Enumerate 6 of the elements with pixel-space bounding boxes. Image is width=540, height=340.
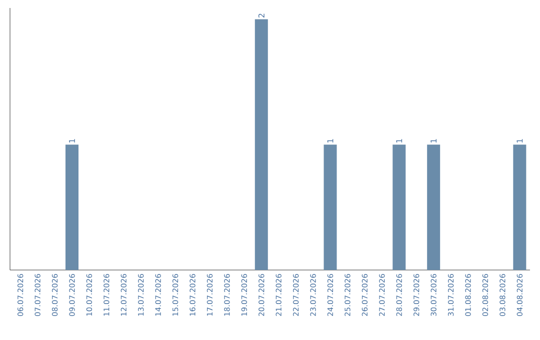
data-label: 1 (396, 139, 402, 143)
data-label: 1 (327, 139, 334, 143)
data-label: 2 (258, 14, 264, 18)
data-label: 1 (516, 139, 523, 143)
data-label: 1 (430, 139, 436, 143)
data-label: 1 (69, 139, 75, 143)
